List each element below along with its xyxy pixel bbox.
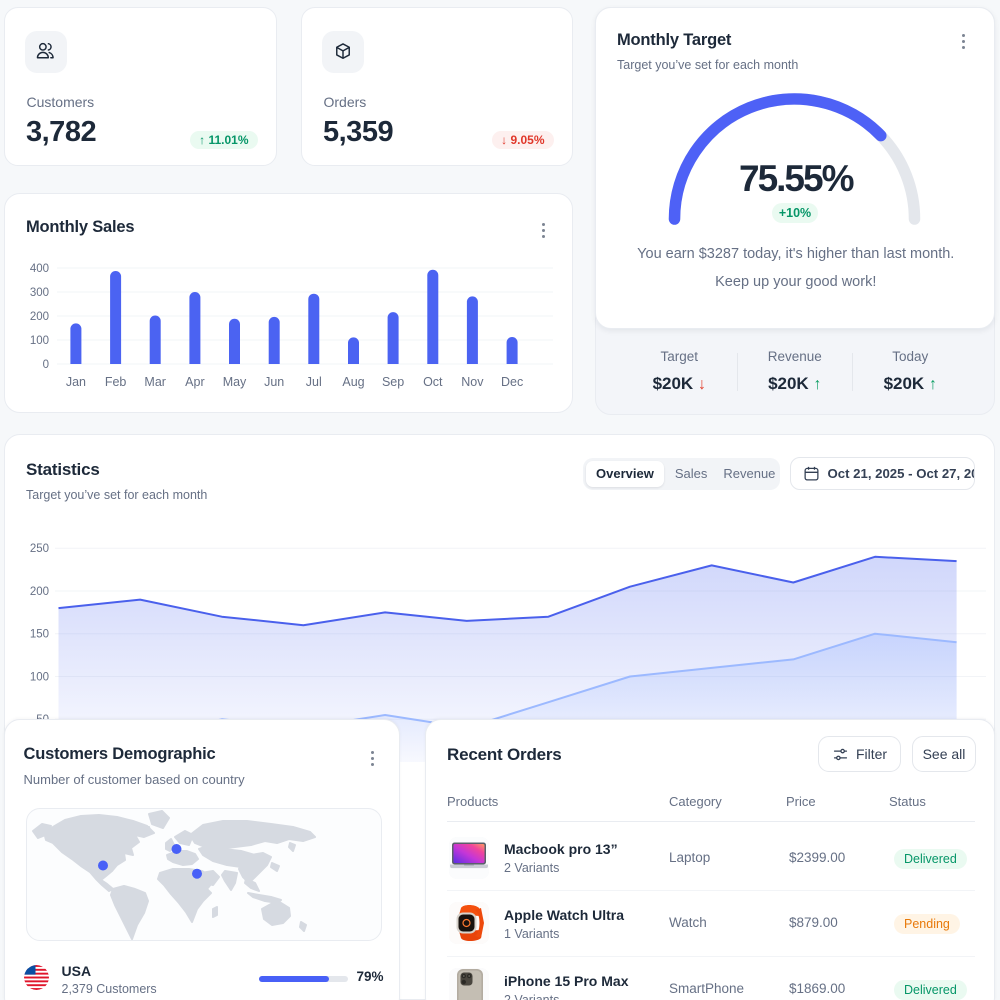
svg-text:Aug: Aug <box>342 375 364 389</box>
svg-text:Mar: Mar <box>144 375 166 389</box>
svg-text:200: 200 <box>29 311 48 323</box>
svg-text:Apr: Apr <box>185 375 204 389</box>
svg-text:Jan: Jan <box>65 375 85 389</box>
svg-text:100: 100 <box>29 335 48 347</box>
svg-text:Jul: Jul <box>305 375 321 389</box>
svg-text:Oct: Oct <box>423 375 443 389</box>
svg-text:Nov: Nov <box>461 375 484 389</box>
svg-text:100: 100 <box>29 672 48 684</box>
svg-text:150: 150 <box>29 629 48 641</box>
svg-text:Feb: Feb <box>104 375 126 389</box>
svg-text:Sep: Sep <box>381 375 403 389</box>
svg-text:0: 0 <box>42 359 48 371</box>
svg-text:250: 250 <box>29 543 48 555</box>
svg-text:May: May <box>222 375 246 389</box>
svg-text:200: 200 <box>29 586 48 598</box>
svg-text:300: 300 <box>29 287 48 299</box>
svg-text:400: 400 <box>29 263 48 275</box>
svg-text:Jun: Jun <box>264 375 284 389</box>
svg-text:Dec: Dec <box>500 375 522 389</box>
